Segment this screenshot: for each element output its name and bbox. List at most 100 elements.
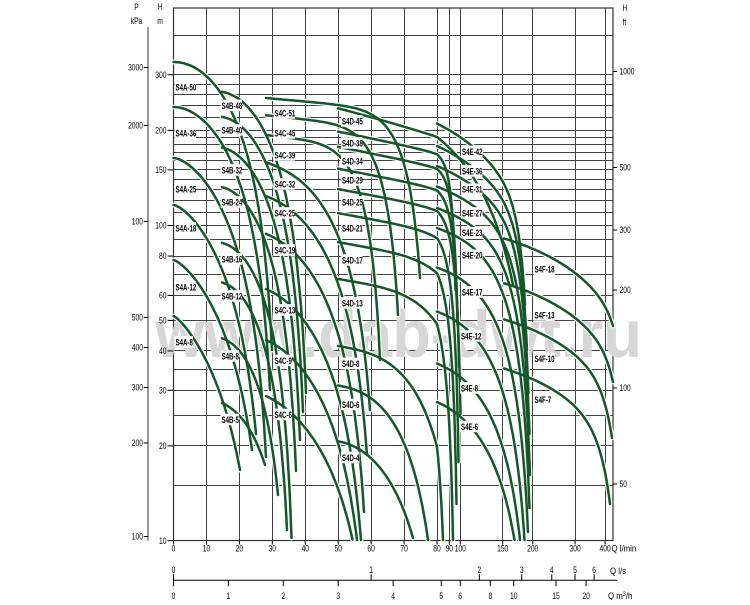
svg-text:ft: ft	[623, 17, 627, 27]
svg-text:15: 15	[552, 591, 560, 600]
svg-text:S4D-25: S4D-25	[342, 197, 363, 208]
svg-text:2: 2	[281, 591, 285, 600]
svg-text:20: 20	[236, 544, 244, 554]
svg-text:S4A-12: S4A-12	[176, 282, 197, 293]
svg-text:S4D-29: S4D-29	[342, 175, 363, 186]
svg-text:S4E-23: S4E-23	[462, 228, 483, 239]
svg-text:S4C-45: S4C-45	[275, 128, 296, 139]
svg-text:H: H	[158, 2, 163, 12]
svg-text:4: 4	[391, 591, 395, 600]
svg-text:150: 150	[497, 544, 509, 554]
svg-text:S4D-4: S4D-4	[342, 453, 360, 464]
svg-text:100: 100	[155, 221, 167, 231]
svg-text:S4D-21: S4D-21	[342, 223, 363, 234]
svg-text:50: 50	[334, 544, 342, 554]
svg-text:200: 200	[527, 544, 539, 554]
svg-text:S4B-32: S4B-32	[222, 165, 243, 176]
svg-text:S4D-8: S4D-8	[342, 359, 360, 370]
svg-text:100: 100	[132, 532, 144, 542]
svg-text:Q l/s: Q l/s	[610, 565, 626, 576]
svg-text:10: 10	[159, 536, 167, 546]
svg-text:2: 2	[477, 565, 481, 575]
svg-text:Q m3/h: Q m3/h	[608, 590, 633, 600]
svg-text:10: 10	[203, 544, 211, 554]
svg-text:S4C-9: S4C-9	[275, 356, 293, 367]
svg-text:S4D-13: S4D-13	[342, 298, 363, 309]
svg-text:0: 0	[172, 544, 176, 554]
svg-text:S4F-10: S4F-10	[535, 354, 556, 365]
svg-text:2000: 2000	[128, 121, 143, 131]
svg-text:S4A-25: S4A-25	[176, 184, 197, 195]
svg-text:30: 30	[269, 544, 277, 554]
svg-text:S4E-8: S4E-8	[461, 383, 479, 394]
svg-text:S4C-51: S4C-51	[275, 108, 296, 119]
svg-text:S4D-6: S4D-6	[342, 400, 360, 411]
svg-text:S4E-27: S4E-27	[462, 208, 483, 219]
svg-text:S4B-48: S4B-48	[222, 101, 243, 112]
svg-text:0: 0	[172, 565, 176, 575]
svg-text:S4C-25: S4C-25	[275, 208, 296, 219]
svg-text:S4D-45: S4D-45	[342, 116, 363, 127]
svg-text:S4B-8: S4B-8	[222, 351, 240, 362]
svg-text:300: 300	[132, 383, 144, 393]
svg-text:H: H	[623, 3, 628, 13]
svg-text:S4E-31: S4E-31	[462, 184, 483, 195]
svg-text:S4A-18: S4A-18	[176, 223, 197, 234]
svg-text:S4A-50: S4A-50	[176, 82, 197, 93]
svg-text:4: 4	[550, 565, 554, 575]
svg-text:200: 200	[132, 438, 144, 448]
svg-text:40: 40	[159, 346, 167, 356]
svg-text:m: m	[157, 16, 163, 26]
svg-text:20: 20	[582, 591, 590, 600]
svg-text:S4E-12: S4E-12	[461, 331, 482, 342]
svg-text:S4C-19: S4C-19	[275, 245, 296, 256]
svg-text:S4A-8: S4A-8	[176, 337, 194, 348]
svg-text:100: 100	[132, 217, 144, 227]
svg-text:70: 70	[400, 544, 408, 554]
svg-text:30: 30	[159, 386, 167, 396]
svg-text:S4F-18: S4F-18	[535, 264, 556, 275]
svg-text:200: 200	[155, 126, 167, 136]
svg-text:S4C-13: S4C-13	[275, 305, 296, 316]
svg-text:1: 1	[369, 565, 373, 575]
svg-text:kPa: kPa	[131, 16, 143, 26]
svg-text:8: 8	[489, 591, 493, 600]
svg-text:20: 20	[159, 441, 167, 451]
svg-text:10: 10	[510, 591, 518, 600]
svg-text:S4D-38: S4D-38	[342, 138, 363, 149]
svg-text:S4E-6: S4E-6	[461, 422, 479, 433]
svg-text:100: 100	[620, 383, 632, 393]
svg-text:3: 3	[336, 591, 340, 600]
svg-text:S4B-40: S4B-40	[222, 125, 243, 136]
svg-text:S4B-5: S4B-5	[222, 415, 240, 426]
svg-text:6: 6	[458, 591, 462, 600]
svg-text:S4B-24: S4B-24	[222, 197, 243, 208]
svg-text:400: 400	[132, 343, 144, 353]
svg-text:150: 150	[155, 165, 167, 175]
svg-text:P: P	[134, 2, 138, 12]
svg-text:500: 500	[132, 313, 144, 323]
svg-text:S4B-12: S4B-12	[222, 291, 243, 302]
svg-text:500: 500	[620, 163, 632, 173]
svg-text:50: 50	[159, 316, 167, 326]
svg-text:S4E-17: S4E-17	[462, 287, 483, 298]
svg-text:3000: 3000	[128, 63, 143, 73]
svg-text:S4E-20: S4E-20	[462, 250, 483, 261]
svg-text:0: 0	[172, 591, 176, 600]
svg-text:S4C-6: S4C-6	[275, 410, 293, 421]
svg-text:S4C-39: S4C-39	[275, 150, 296, 161]
svg-text:S4D-17: S4D-17	[342, 255, 363, 266]
svg-text:40: 40	[302, 544, 310, 554]
svg-text:6: 6	[592, 565, 596, 575]
svg-text:300: 300	[155, 70, 167, 80]
svg-text:80: 80	[433, 544, 441, 554]
svg-text:S4A-36: S4A-36	[176, 128, 197, 139]
svg-text:60: 60	[159, 291, 167, 301]
svg-text:S4C-32: S4C-32	[275, 179, 296, 190]
svg-text:300: 300	[620, 225, 632, 235]
svg-text:90: 90	[446, 544, 454, 554]
svg-text:1: 1	[227, 591, 231, 600]
svg-text:S4E-36: S4E-36	[462, 166, 483, 177]
svg-text:S4F-13: S4F-13	[535, 310, 556, 321]
svg-text:80: 80	[159, 251, 167, 261]
